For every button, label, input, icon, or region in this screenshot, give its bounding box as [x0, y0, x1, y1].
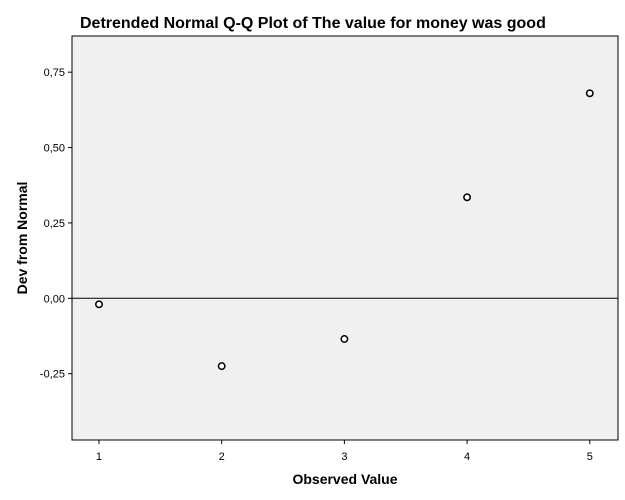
x-tick-label: 2	[219, 451, 225, 463]
y-tick-label: 0,25	[44, 218, 65, 230]
y-tick-label: 0,75	[44, 67, 65, 79]
data-point	[463, 193, 472, 202]
chart-title: Detrended Normal Q-Q Plot of The value f…	[80, 15, 546, 32]
y-tick-label: 0,50	[44, 143, 65, 155]
x-tick-label: 5	[587, 451, 593, 463]
data-point	[340, 335, 349, 343]
y-axis: -0,25 0,00 0,25 0,50 0,75	[40, 67, 72, 381]
y-axis-title: Dev from Normal	[14, 182, 30, 295]
x-tick-label: 4	[464, 451, 470, 463]
x-axis: 1 2 3 4 5	[96, 440, 593, 463]
plot-area	[71, 35, 619, 441]
data-point	[585, 89, 594, 98]
x-tick-label: 3	[341, 451, 347, 463]
y-tick-label: -0,25	[40, 369, 65, 381]
x-axis-title: Observed Value	[292, 471, 397, 487]
x-tick-label: 1	[96, 451, 102, 463]
data-point	[95, 300, 103, 309]
data-point	[217, 362, 226, 371]
data-points	[95, 89, 594, 371]
y-tick-label: 0,00	[44, 293, 65, 305]
